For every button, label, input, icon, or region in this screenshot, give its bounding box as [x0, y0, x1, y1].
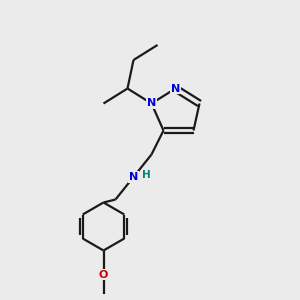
Text: O: O — [99, 269, 108, 280]
Text: H: H — [142, 170, 151, 181]
Text: N: N — [147, 98, 156, 109]
Text: N: N — [129, 172, 138, 182]
Text: N: N — [171, 83, 180, 94]
